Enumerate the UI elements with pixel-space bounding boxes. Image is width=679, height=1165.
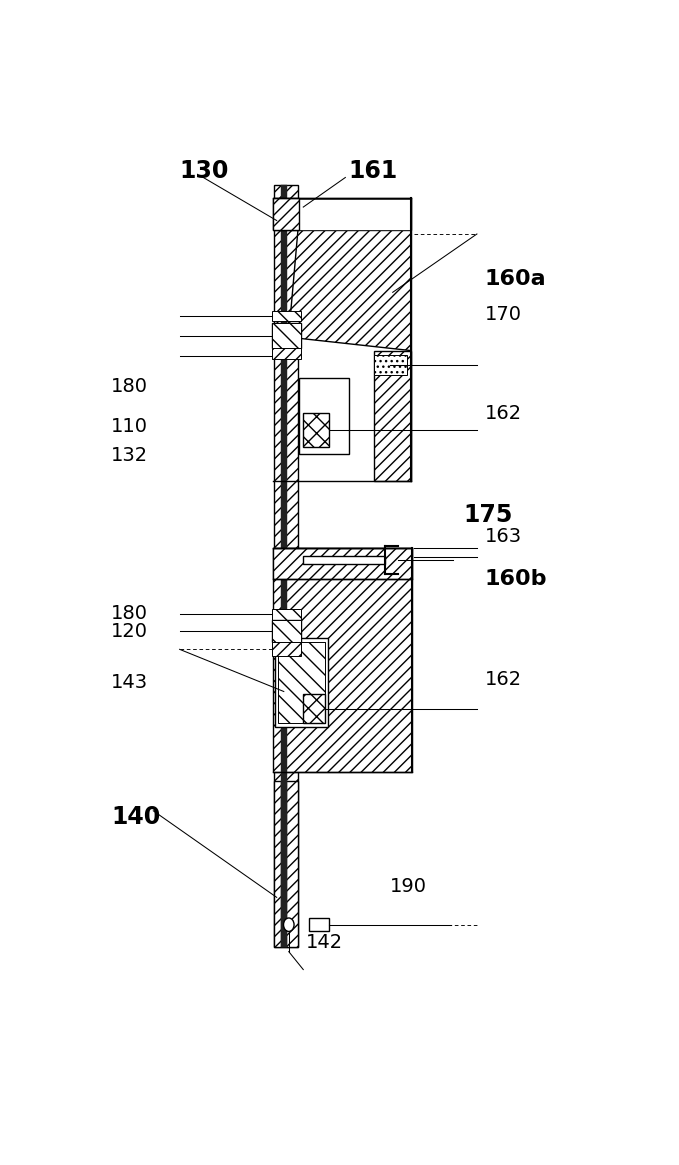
Text: 162: 162 xyxy=(485,670,522,690)
Bar xyxy=(272,323,301,348)
Polygon shape xyxy=(289,230,411,351)
Bar xyxy=(272,323,301,348)
Text: 140: 140 xyxy=(111,805,160,829)
Bar xyxy=(273,198,299,230)
Bar xyxy=(304,557,385,564)
Bar xyxy=(274,184,298,947)
Bar xyxy=(272,609,301,620)
Text: 120: 120 xyxy=(111,622,148,641)
Bar xyxy=(274,782,298,947)
Bar xyxy=(273,199,411,230)
Bar xyxy=(304,412,329,446)
Text: 180: 180 xyxy=(111,377,148,396)
Text: 170: 170 xyxy=(485,305,521,324)
Text: 110: 110 xyxy=(111,417,148,437)
Text: 175: 175 xyxy=(464,503,513,527)
Ellipse shape xyxy=(284,918,294,932)
Text: 190: 190 xyxy=(390,876,427,896)
Text: 132: 132 xyxy=(111,446,148,465)
Bar xyxy=(272,620,301,642)
Text: 130: 130 xyxy=(179,160,229,183)
Bar xyxy=(374,355,407,375)
Bar xyxy=(272,348,301,359)
Polygon shape xyxy=(273,198,411,230)
Bar xyxy=(272,620,301,642)
Text: 180: 180 xyxy=(111,603,148,623)
Text: 160a: 160a xyxy=(485,269,547,289)
Text: 163: 163 xyxy=(485,527,522,545)
Text: 143: 143 xyxy=(111,673,148,692)
Text: 162: 162 xyxy=(485,404,522,423)
Bar xyxy=(304,694,325,722)
Bar xyxy=(273,548,412,579)
Bar xyxy=(374,351,411,481)
Text: 160b: 160b xyxy=(485,570,547,589)
Bar xyxy=(278,642,325,722)
Bar xyxy=(281,184,287,947)
Text: 161: 161 xyxy=(348,160,397,183)
Bar xyxy=(273,548,412,772)
Text: 142: 142 xyxy=(306,933,343,952)
Bar xyxy=(272,311,301,322)
Bar xyxy=(281,782,287,947)
Bar xyxy=(276,637,328,727)
Bar xyxy=(272,642,301,656)
Bar xyxy=(308,918,329,931)
Bar xyxy=(299,377,349,453)
